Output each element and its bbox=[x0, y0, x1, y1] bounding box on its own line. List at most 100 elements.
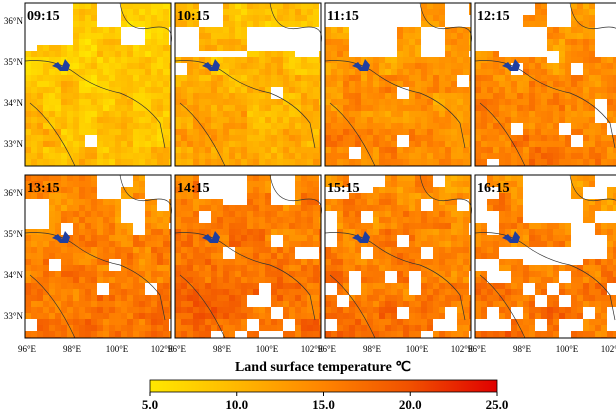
map-cell bbox=[325, 301, 331, 307]
map-cell bbox=[493, 57, 499, 63]
map-cell bbox=[79, 51, 85, 57]
map-cell bbox=[463, 51, 469, 57]
map-cell bbox=[271, 51, 277, 57]
map-cell bbox=[601, 159, 607, 165]
map-cell bbox=[49, 69, 55, 75]
panel-label: 13:15 bbox=[27, 181, 60, 196]
map-cell bbox=[241, 253, 247, 259]
map-cell bbox=[109, 129, 115, 135]
map-cell bbox=[235, 193, 241, 199]
map-cell bbox=[283, 265, 289, 271]
map-cell bbox=[607, 57, 613, 63]
map-cell bbox=[451, 135, 457, 141]
map-cell bbox=[127, 289, 133, 295]
map-cell bbox=[307, 205, 313, 211]
map-cell bbox=[295, 81, 301, 87]
map-cell bbox=[289, 205, 295, 211]
map-cell bbox=[427, 15, 433, 21]
map-cell bbox=[25, 301, 31, 307]
map-cell bbox=[457, 153, 463, 159]
map-cell bbox=[535, 141, 541, 147]
map-cell bbox=[367, 87, 373, 93]
map-cell bbox=[145, 159, 151, 165]
map-cell bbox=[151, 75, 157, 81]
map-cell bbox=[373, 235, 379, 241]
map-cell bbox=[49, 87, 55, 93]
colorbar-title: Land surface temperature ℃ bbox=[235, 360, 411, 375]
map-cell bbox=[361, 331, 367, 337]
map-cell bbox=[151, 45, 157, 51]
map-cell bbox=[325, 307, 331, 313]
map-cell bbox=[229, 235, 235, 241]
map-cell bbox=[163, 193, 169, 199]
map-cell bbox=[175, 289, 181, 295]
map-cell bbox=[589, 75, 595, 81]
map-cell bbox=[493, 33, 499, 39]
map-cell bbox=[403, 27, 409, 33]
map-cell bbox=[379, 3, 385, 9]
map-cell bbox=[409, 295, 415, 301]
map-cell bbox=[337, 307, 343, 313]
map-cell bbox=[295, 241, 301, 247]
map-cell bbox=[541, 69, 547, 75]
map-cell bbox=[445, 193, 451, 199]
map-cell bbox=[433, 141, 439, 147]
map-cell bbox=[433, 75, 439, 81]
map-cell bbox=[151, 187, 157, 193]
map-cell bbox=[385, 187, 391, 193]
map-cell bbox=[277, 235, 283, 241]
map-cell bbox=[235, 175, 241, 181]
map-cell bbox=[313, 111, 319, 117]
map-cell bbox=[97, 199, 103, 205]
map-cell bbox=[283, 235, 289, 241]
map-cell bbox=[391, 39, 397, 45]
map-cell bbox=[229, 135, 235, 141]
map-cell bbox=[403, 75, 409, 81]
map-cell bbox=[97, 135, 103, 141]
map-cell bbox=[109, 307, 115, 313]
map-cell bbox=[103, 117, 109, 123]
map-cell bbox=[145, 81, 151, 87]
map-cell bbox=[559, 123, 565, 129]
map-cell bbox=[211, 105, 217, 111]
map-cell bbox=[133, 69, 139, 75]
map-cell bbox=[79, 81, 85, 87]
map-cell bbox=[157, 3, 163, 9]
map-cell bbox=[559, 129, 565, 135]
map-cell bbox=[97, 105, 103, 111]
map-cell bbox=[463, 81, 469, 87]
map-cell bbox=[397, 117, 403, 123]
map-cell bbox=[61, 15, 67, 21]
map-cell bbox=[85, 253, 91, 259]
map-cell bbox=[577, 105, 583, 111]
map-cell bbox=[67, 229, 73, 235]
map-cell bbox=[247, 159, 253, 165]
map-cell bbox=[151, 69, 157, 75]
map-cell bbox=[505, 39, 511, 45]
map-cell bbox=[361, 99, 367, 105]
map-cell bbox=[265, 63, 271, 69]
map-cell bbox=[421, 21, 427, 27]
map-cell bbox=[223, 27, 229, 33]
map-cell bbox=[481, 129, 487, 135]
map-cell bbox=[181, 51, 187, 57]
colorbar-tick-label: 25.0 bbox=[486, 397, 509, 412]
map-cell bbox=[313, 289, 319, 295]
map-cell bbox=[349, 87, 355, 93]
map-cell bbox=[457, 39, 463, 45]
map-cell bbox=[379, 331, 385, 337]
map-cell bbox=[541, 3, 547, 9]
map-cell bbox=[391, 295, 397, 301]
map-cell bbox=[241, 111, 247, 117]
map-cell bbox=[109, 141, 115, 147]
map-cell bbox=[235, 147, 241, 153]
map-cell bbox=[541, 57, 547, 63]
map-cell bbox=[193, 295, 199, 301]
map-cell bbox=[109, 33, 115, 39]
map-cell bbox=[115, 265, 121, 271]
map-cell bbox=[523, 111, 529, 117]
map-cell bbox=[103, 289, 109, 295]
map-cell bbox=[103, 153, 109, 159]
map-cell bbox=[61, 117, 67, 123]
map-cell bbox=[373, 51, 379, 57]
